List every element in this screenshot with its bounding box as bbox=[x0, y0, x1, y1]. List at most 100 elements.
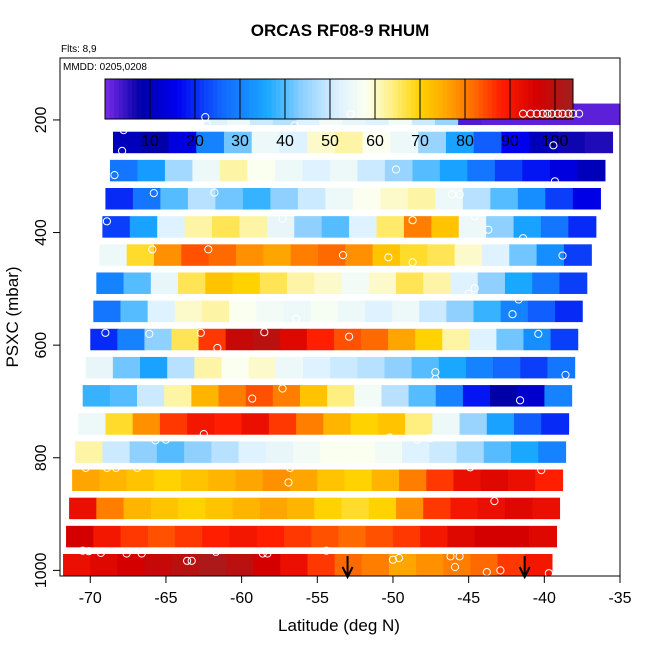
data-point bbox=[204, 245, 213, 254]
heat-cell bbox=[287, 272, 315, 294]
heat-cell bbox=[290, 469, 318, 492]
data-point bbox=[118, 146, 127, 155]
data-point bbox=[514, 295, 523, 304]
x-tick-label: -65 bbox=[154, 590, 177, 607]
heat-cell bbox=[536, 244, 565, 266]
data-point bbox=[519, 234, 528, 243]
heat-cell bbox=[490, 188, 519, 210]
heat-cell bbox=[402, 441, 430, 463]
colorbar-cell bbox=[145, 79, 151, 119]
heat-cell bbox=[232, 497, 261, 520]
x-tick-label: -40 bbox=[533, 590, 556, 607]
heat-cell bbox=[431, 216, 460, 238]
heat-cell bbox=[235, 244, 264, 266]
colorbar-tick-label: 60 bbox=[366, 133, 384, 150]
heat-cell bbox=[274, 159, 304, 182]
heat-cell bbox=[532, 272, 561, 294]
colorbar-cell bbox=[460, 79, 466, 119]
heat-cell bbox=[408, 385, 437, 407]
heat-cell bbox=[270, 188, 299, 210]
data-point bbox=[290, 121, 299, 130]
heat-cell bbox=[120, 525, 149, 548]
data-point bbox=[450, 562, 460, 572]
colorbar-tick-label: 90 bbox=[501, 133, 519, 150]
x-tick-label: -50 bbox=[381, 590, 404, 607]
heat-cell bbox=[538, 441, 567, 463]
colorbar-cell bbox=[348, 79, 353, 119]
data-point bbox=[484, 225, 493, 234]
data-point bbox=[196, 328, 205, 337]
heat-cell bbox=[368, 272, 397, 294]
heat-cell bbox=[352, 188, 381, 210]
chart-title: ORCAS RF08-9 RHUM bbox=[251, 21, 430, 40]
colorbar-cell bbox=[334, 79, 340, 119]
data-point bbox=[466, 463, 475, 472]
colorbar-cell bbox=[510, 79, 515, 119]
data-point bbox=[199, 430, 208, 439]
colorbar-cell bbox=[568, 79, 574, 119]
data-point bbox=[543, 109, 552, 118]
colorbar-cell bbox=[487, 79, 493, 119]
colorbar-cell bbox=[438, 79, 443, 119]
heat-cell bbox=[320, 441, 349, 463]
heat-cell bbox=[284, 525, 312, 548]
data-point bbox=[470, 212, 479, 221]
heat-cell bbox=[229, 525, 258, 548]
data-point bbox=[561, 370, 570, 380]
heat-cell bbox=[361, 553, 390, 576]
data-point bbox=[84, 547, 93, 556]
heat-cell bbox=[212, 216, 241, 238]
data-point bbox=[537, 466, 546, 475]
heat-cell bbox=[517, 188, 546, 210]
heat-cell bbox=[302, 159, 331, 182]
heat-cell bbox=[493, 356, 521, 379]
colorbar-cell bbox=[550, 79, 556, 119]
data-point bbox=[564, 109, 573, 118]
heat-cell bbox=[251, 131, 281, 154]
heat-cell bbox=[235, 469, 264, 492]
y-tick-label: 1000 bbox=[33, 552, 50, 588]
data-point bbox=[526, 109, 535, 118]
heat-cell bbox=[105, 413, 134, 435]
heat-cell bbox=[317, 244, 346, 266]
y-axis-label: PSXC (mbar) bbox=[3, 266, 22, 367]
heat-cell bbox=[198, 328, 227, 351]
data-point bbox=[110, 171, 119, 180]
heat-cell bbox=[297, 188, 326, 210]
data-point bbox=[77, 328, 86, 337]
data-point bbox=[278, 384, 287, 393]
colorbar-frame bbox=[104, 78, 574, 120]
heat-cell bbox=[279, 131, 308, 154]
colorbar-cell bbox=[195, 79, 200, 119]
heat-cell bbox=[517, 385, 546, 407]
heat-cell bbox=[405, 413, 433, 435]
colorbar-cell bbox=[555, 79, 560, 119]
heat-cell bbox=[416, 553, 444, 576]
heat-cell bbox=[341, 272, 370, 294]
heat-cell bbox=[388, 328, 416, 351]
heat-cell bbox=[540, 216, 569, 238]
y-axis: 200 400 600 800 1000 bbox=[33, 106, 60, 588]
heat-cell bbox=[219, 159, 249, 182]
colorbar-cell bbox=[208, 79, 214, 119]
heat-cell bbox=[69, 497, 97, 520]
data-point bbox=[101, 328, 110, 337]
plot-frame bbox=[59, 57, 621, 577]
heat-cell bbox=[365, 525, 394, 548]
heat-cell bbox=[524, 553, 553, 576]
heat-cell bbox=[229, 300, 257, 323]
data-point bbox=[338, 251, 348, 260]
heat-cell bbox=[205, 497, 234, 520]
data-point bbox=[576, 456, 585, 465]
heat-cell bbox=[325, 188, 354, 210]
heat-cell bbox=[323, 413, 352, 435]
data-point bbox=[579, 327, 588, 336]
heat-cell bbox=[85, 356, 114, 379]
heat-cell bbox=[384, 356, 413, 379]
data-point bbox=[413, 435, 422, 444]
heat-cell bbox=[93, 300, 122, 323]
colorbar-cell bbox=[321, 79, 326, 119]
heat-cell bbox=[314, 497, 343, 520]
colorbar-cell bbox=[330, 79, 335, 119]
heat-cell bbox=[453, 469, 482, 492]
